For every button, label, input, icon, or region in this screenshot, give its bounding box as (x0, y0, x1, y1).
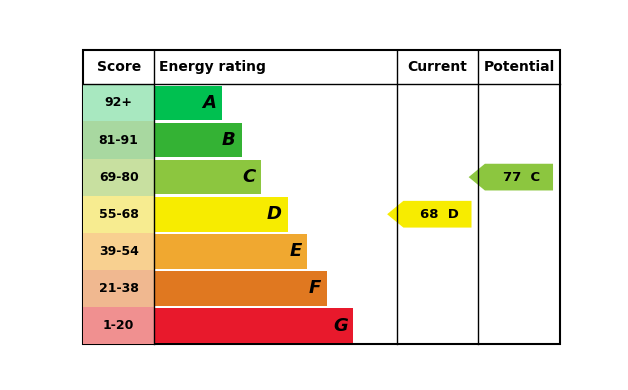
Text: 68  D: 68 D (420, 208, 459, 221)
Text: C: C (242, 168, 255, 186)
Bar (84, 233, 154, 270)
Bar (154, 160, 261, 195)
Text: 92+: 92+ (105, 96, 133, 109)
Text: F: F (308, 279, 321, 298)
Bar (154, 197, 288, 232)
Bar (84, 84, 154, 121)
Bar (84, 307, 154, 344)
Text: Potential: Potential (484, 60, 555, 74)
Bar (154, 234, 307, 269)
Text: 1-20: 1-20 (103, 319, 134, 332)
Text: 69-80: 69-80 (99, 170, 139, 184)
Bar (84, 196, 154, 233)
Text: E: E (289, 242, 301, 261)
Bar (154, 308, 354, 343)
Polygon shape (387, 201, 472, 228)
Bar (84, 159, 154, 196)
Text: 55-68: 55-68 (99, 208, 139, 221)
Text: 21-38: 21-38 (99, 282, 139, 295)
Text: 81-91: 81-91 (99, 133, 139, 147)
Text: D: D (267, 205, 282, 223)
Text: Score: Score (97, 60, 141, 74)
Bar (154, 85, 222, 120)
Bar (84, 121, 154, 159)
Text: Current: Current (408, 60, 467, 74)
Text: G: G (333, 317, 348, 335)
Bar (154, 271, 327, 306)
Text: 77  C: 77 C (503, 170, 540, 184)
Polygon shape (468, 164, 553, 190)
Text: A: A (202, 94, 216, 112)
Text: Energy rating: Energy rating (159, 60, 266, 74)
Text: 39-54: 39-54 (99, 245, 139, 258)
Text: B: B (222, 131, 236, 149)
Bar (154, 122, 242, 157)
Bar (84, 270, 154, 307)
